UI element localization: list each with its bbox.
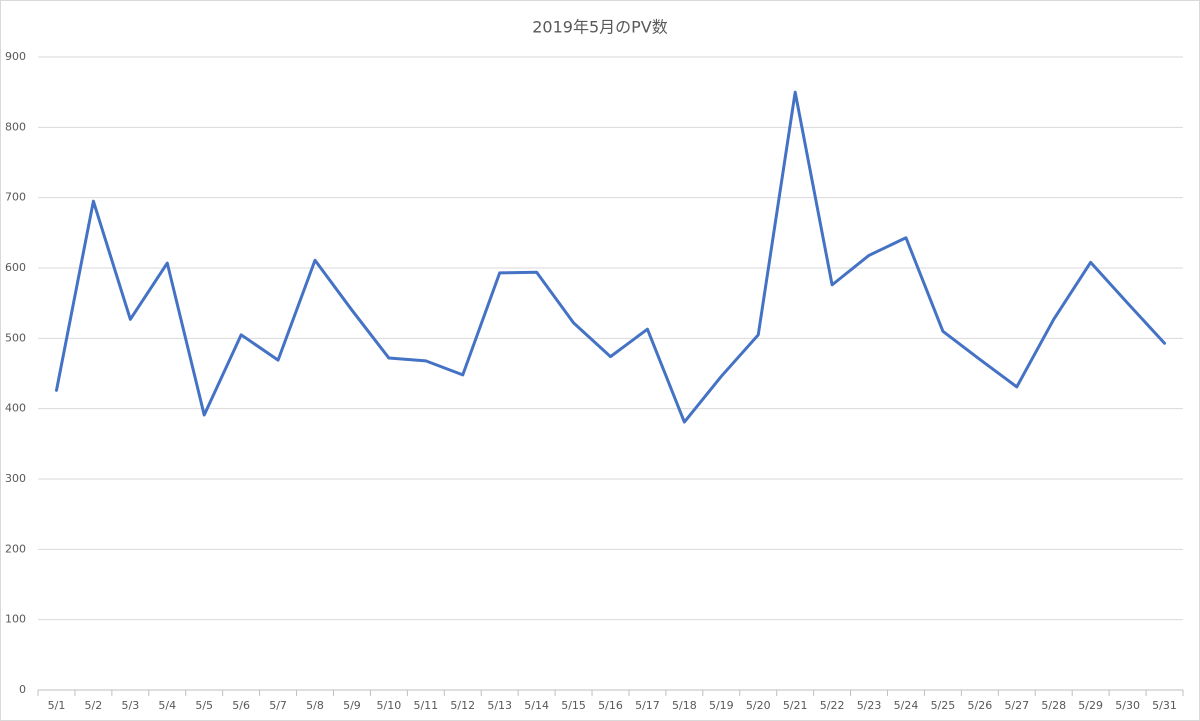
- x-tick-label: 5/25: [931, 699, 956, 712]
- x-tick-label: 5/13: [487, 699, 512, 712]
- x-tick-label: 5/12: [450, 699, 475, 712]
- data-line: [54, 90, 1167, 424]
- x-tick-label: 5/30: [1115, 699, 1140, 712]
- x-tick-label: 5/20: [746, 699, 771, 712]
- x-tick-label: 5/29: [1078, 699, 1103, 712]
- y-tick-label: 900: [5, 50, 26, 63]
- x-tick-label: 5/2: [85, 699, 103, 712]
- x-tick-label: 5/3: [121, 699, 139, 712]
- x-tick-label: 5/10: [377, 699, 402, 712]
- y-tick-label: 500: [5, 331, 26, 344]
- y-tick-label: 200: [5, 542, 26, 555]
- x-tick-label: 5/24: [894, 699, 919, 712]
- x-tick-label: 5/15: [561, 699, 586, 712]
- y-tick-label: 800: [5, 120, 26, 133]
- x-tick-label: 5/19: [709, 699, 734, 712]
- y-tick-label: 600: [5, 261, 26, 274]
- x-tick-label: 5/6: [232, 699, 250, 712]
- y-tick-label: 300: [5, 472, 26, 485]
- x-tick-label: 5/22: [820, 699, 845, 712]
- x-tick-label: 5/14: [524, 699, 549, 712]
- y-tick-label: 700: [5, 191, 26, 204]
- x-tick-label: 5/1: [48, 699, 66, 712]
- x-tick-label: 5/4: [158, 699, 176, 712]
- x-tick-label: 5/21: [783, 699, 808, 712]
- x-tick-label: 5/5: [195, 699, 213, 712]
- y-tick-label: 100: [5, 613, 26, 626]
- x-tick-label: 5/17: [635, 699, 660, 712]
- x-tick-label: 5/31: [1152, 699, 1177, 712]
- x-tick-label: 5/8: [306, 699, 324, 712]
- x-tick-label: 5/9: [343, 699, 361, 712]
- x-tick-label: 5/28: [1041, 699, 1066, 712]
- x-tick-label: 5/11: [413, 699, 438, 712]
- x-tick-label: 5/18: [672, 699, 697, 712]
- chart-title: 2019年5月のPV数: [532, 18, 668, 37]
- x-tick-label: 5/16: [598, 699, 623, 712]
- y-tick-label: 0: [19, 683, 26, 696]
- y-tick-label: 400: [5, 402, 26, 415]
- x-tick-label: 5/27: [1004, 699, 1029, 712]
- x-tick-label: 5/26: [968, 699, 993, 712]
- x-tick-label: 5/7: [269, 699, 287, 712]
- x-tick-label: 5/23: [857, 699, 882, 712]
